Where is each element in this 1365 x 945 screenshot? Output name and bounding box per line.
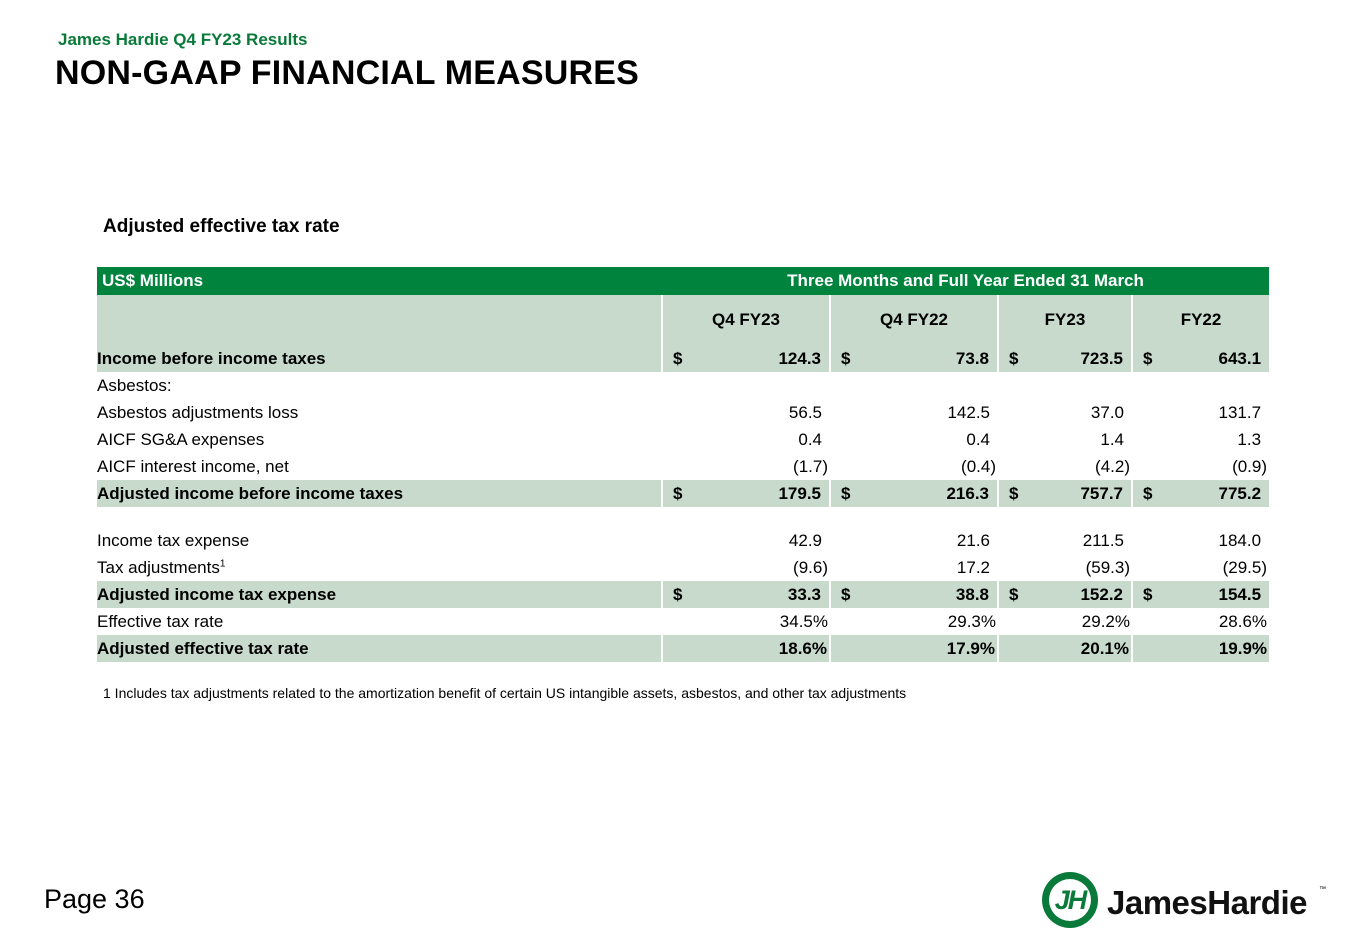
cell-value: 33.3 bbox=[787, 584, 821, 604]
cell-value: 131.7 bbox=[1218, 402, 1262, 422]
cell-value: 0.4 bbox=[966, 429, 990, 449]
logo-wordmark: JamesHardie bbox=[1107, 884, 1307, 921]
table-row: Adjusted income tax expense $33.3 $38.8 … bbox=[97, 581, 1270, 608]
row-label: Tax adjustments1 bbox=[97, 554, 662, 581]
cell-value: 73.8 bbox=[955, 348, 989, 368]
cell-value: 17.9% bbox=[946, 638, 995, 658]
cell-value: 1.4 bbox=[1100, 429, 1124, 449]
cell-value: 184.0 bbox=[1218, 530, 1262, 550]
row-label: AICF interest income, net bbox=[97, 456, 289, 476]
currency-symbol: $ bbox=[841, 483, 851, 503]
spacer-row bbox=[97, 507, 1269, 527]
row-label: Adjusted income before income taxes bbox=[97, 480, 662, 507]
currency-symbol: $ bbox=[1009, 483, 1019, 503]
column-header: Q4 FY23 bbox=[661, 295, 830, 345]
table-row: Adjusted income before income taxes $179… bbox=[97, 480, 1270, 507]
currency-symbol: $ bbox=[1143, 483, 1153, 503]
cell-value: (0.9) bbox=[1232, 456, 1268, 476]
cell-value: 124.3 bbox=[778, 348, 821, 368]
cell-value: 29.2% bbox=[1081, 611, 1130, 631]
column-header: FY23 bbox=[997, 295, 1132, 345]
cell-value: (4.2) bbox=[1095, 456, 1130, 476]
cell-value: 56.5 bbox=[788, 402, 822, 422]
currency-symbol: $ bbox=[1009, 584, 1019, 604]
cell-value: (9.6) bbox=[793, 557, 828, 577]
currency-symbol: $ bbox=[673, 584, 683, 604]
cell-value: 154.5 bbox=[1218, 584, 1262, 604]
row-label: Asbestos adjustments loss bbox=[97, 402, 299, 422]
cell-value: 34.5% bbox=[779, 611, 828, 631]
row-label: Adjusted effective tax rate bbox=[97, 635, 662, 662]
cell-value: 29.3% bbox=[947, 611, 996, 631]
page-title: NON-GAAP FINANCIAL MEASURES bbox=[55, 54, 640, 92]
logo-mark-text: JH bbox=[1054, 885, 1088, 915]
column-header: Q4 FY22 bbox=[829, 295, 998, 345]
cell-value: 20.1% bbox=[1080, 638, 1129, 658]
cell-value: 1.3 bbox=[1237, 429, 1262, 449]
cell-value: (29.5) bbox=[1222, 557, 1268, 577]
column-header-row: Q4 FY23 Q4 FY22 FY23 FY22 bbox=[97, 295, 1270, 345]
cell-value: 19.9% bbox=[1218, 638, 1268, 658]
row-label-text: Tax adjustments bbox=[97, 557, 220, 577]
cell-value: 21.6 bbox=[956, 530, 990, 550]
cell-value: 0.4 bbox=[798, 429, 822, 449]
row-label: Income tax expense bbox=[97, 530, 250, 550]
row-label: Adjusted income tax expense bbox=[97, 581, 662, 608]
period-label: Three Months and Full Year Ended 31 Marc… bbox=[662, 267, 1270, 295]
cell-value: 142.5 bbox=[947, 402, 990, 422]
cell-value: 775.2 bbox=[1218, 483, 1262, 503]
currency-symbol: $ bbox=[841, 584, 851, 604]
row-label: AICF SG&A expenses bbox=[97, 429, 265, 449]
unit-label: US$ Millions bbox=[97, 267, 662, 295]
cell-value: (0.4) bbox=[961, 456, 996, 476]
currency-symbol: $ bbox=[673, 348, 683, 368]
table-row: AICF interest income, net (1.7) (0.4) (4… bbox=[97, 453, 1269, 480]
row-label: Effective tax rate bbox=[97, 611, 224, 631]
jh-logo-icon: JH bbox=[1042, 872, 1098, 928]
table-row: AICF SG&A expenses 0.4 0.4 1.4 1.3 bbox=[97, 426, 1269, 453]
column-header: FY22 bbox=[1130, 295, 1270, 345]
table-row: Effective tax rate 34.5% 29.3% 29.2% 28.… bbox=[97, 608, 1269, 635]
footnote-marker: 1 bbox=[219, 557, 226, 569]
cell-value: 723.5 bbox=[1080, 348, 1123, 368]
currency-symbol: $ bbox=[841, 348, 851, 368]
table-row: Income before income taxes $124.3 $73.8 … bbox=[97, 345, 1270, 372]
table-header-row: US$ Millions Three Months and Full Year … bbox=[97, 267, 1270, 295]
cell-value: 42.9 bbox=[788, 530, 822, 550]
cell-value: (59.3) bbox=[1085, 557, 1130, 577]
currency-symbol: $ bbox=[1143, 584, 1153, 604]
table-row: Tax adjustments1 (9.6) 17.2 (59.3) (29.5… bbox=[97, 554, 1269, 581]
table-row: Asbestos: bbox=[97, 372, 1269, 399]
currency-symbol: $ bbox=[673, 483, 683, 503]
cell-value: 152.2 bbox=[1080, 584, 1123, 604]
cell-value: 28.6% bbox=[1218, 611, 1268, 631]
cell-value: 37.0 bbox=[1090, 402, 1124, 422]
cell-value: 643.1 bbox=[1218, 348, 1262, 368]
column-header-blank bbox=[97, 295, 662, 345]
trademark-symbol: ™ bbox=[1319, 886, 1326, 893]
currency-symbol: $ bbox=[1143, 348, 1153, 368]
row-label: Income before income taxes bbox=[97, 345, 662, 372]
tax-rate-table: US$ Millions Three Months and Full Year … bbox=[97, 267, 1270, 662]
page-number: Page 36 bbox=[44, 884, 145, 914]
cell-value: 757.7 bbox=[1080, 483, 1123, 503]
table-row: Adjusted effective tax rate 18.6% 17.9% … bbox=[97, 635, 1270, 662]
cell-value: (1.7) bbox=[793, 456, 828, 476]
deck-kicker: James Hardie Q4 FY23 Results bbox=[58, 30, 308, 49]
cell-value: 38.8 bbox=[955, 584, 989, 604]
table-title: Adjusted effective tax rate bbox=[103, 216, 340, 237]
cell-value: 179.5 bbox=[778, 483, 821, 503]
table-row: Asbestos adjustments loss 56.5 142.5 37.… bbox=[97, 399, 1269, 426]
james-hardie-logo: JH JamesHardie ™ bbox=[1040, 872, 1330, 932]
table-footnote: 1 Includes tax adjustments related to th… bbox=[103, 685, 907, 701]
currency-symbol: $ bbox=[1009, 348, 1019, 368]
cell-value: 18.6% bbox=[778, 638, 827, 658]
cell-value: 216.3 bbox=[946, 483, 989, 503]
table-row: Income tax expense 42.9 21.6 211.5 184.0 bbox=[97, 527, 1269, 554]
cell-value: 17.2 bbox=[956, 557, 990, 577]
row-label: Asbestos: bbox=[97, 375, 172, 395]
cell-value: 211.5 bbox=[1082, 530, 1124, 550]
